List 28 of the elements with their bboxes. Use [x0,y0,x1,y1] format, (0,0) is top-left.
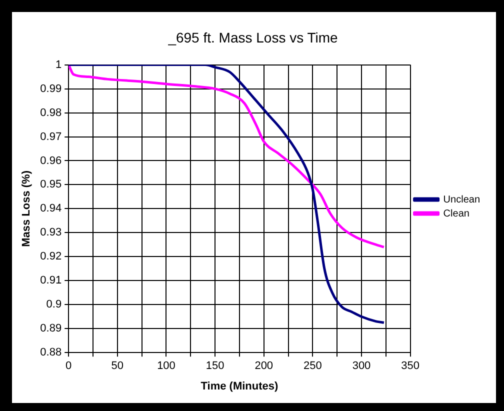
x-tick-label: 250 [304,360,322,372]
chart-title: _695 ft. Mass Loss vs Time [167,29,338,46]
y-tick-label: 0.95 [40,178,62,191]
x-tick-label: 50 [111,360,124,372]
line-series [68,64,386,324]
x-tick-label: 300 [352,360,371,372]
legend-label: Unclean [443,194,480,206]
legend-label: Clean [443,208,470,220]
x-tick-label: 100 [157,360,176,372]
y-tick-label: 0.96 [40,154,62,167]
line-series [68,64,386,248]
y-axis-title: Mass Loss (%) [20,170,33,247]
y-tick-label: 0.91 [40,274,62,287]
y-tick-label: 0.92 [40,250,62,263]
y-tick-label: 0.97 [40,130,62,143]
x-tick-label: 200 [254,360,274,372]
y-tick-label: 1 [55,58,62,71]
x-tick-label: 350 [401,360,420,372]
y-tick-label: 0.88 [40,346,62,359]
x-axis-title: Time (Minutes) [200,380,278,392]
y-tick-label: 0.99 [40,82,62,95]
y-tick-label: 0.9 [46,298,62,311]
x-tick-label: 150 [206,360,224,372]
y-tick-label: 0.93 [40,226,62,239]
y-tick-label: 0.89 [40,322,62,335]
y-tick-label: 0.98 [40,106,62,119]
x-tick-label: 0 [66,360,72,372]
y-tick-label: 0.94 [40,202,62,215]
